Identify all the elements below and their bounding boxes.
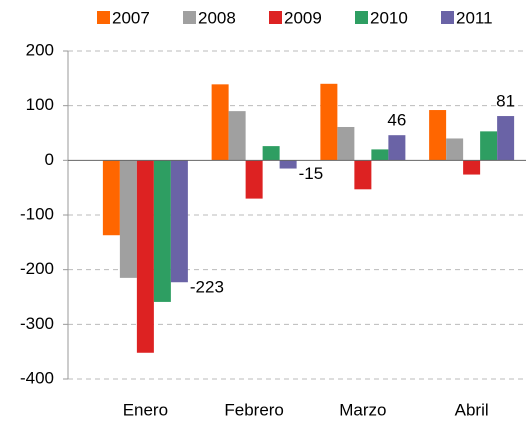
bar: [429, 110, 447, 161]
bar: [354, 160, 372, 190]
bar: [119, 160, 137, 278]
data-label: 46: [387, 111, 406, 130]
y-tick-label: 200: [26, 40, 54, 59]
y-tick-label: 100: [26, 95, 54, 114]
data-label: 81: [496, 92, 515, 111]
bar: [153, 160, 171, 302]
legend-swatch: [269, 11, 282, 24]
legend-swatch: [97, 11, 110, 24]
bar: [320, 83, 338, 161]
legend-label: 2007: [112, 8, 150, 27]
bar: [170, 160, 188, 283]
bar: [463, 160, 481, 175]
bar: [245, 160, 263, 199]
bar: [446, 138, 464, 161]
x-tick-label: Febrero: [224, 400, 284, 419]
legend-label: 2009: [284, 8, 322, 27]
data-label: -223: [190, 278, 224, 297]
x-tick-label: Enero: [123, 400, 168, 419]
bar: [262, 146, 280, 161]
bar: [211, 84, 229, 161]
bar: [497, 116, 515, 161]
bar: [228, 111, 246, 161]
bar: [279, 160, 297, 169]
x-tick-label: Abril: [455, 400, 489, 419]
y-tick-label: -100: [20, 204, 54, 223]
bar: [388, 135, 406, 161]
bar: [136, 160, 154, 353]
bar: [337, 126, 355, 161]
legend-label: 2008: [198, 8, 236, 27]
data-label: -15: [299, 164, 324, 183]
legend-swatch: [183, 11, 196, 24]
bar: [102, 160, 120, 236]
y-tick-label: 0: [45, 150, 54, 169]
legend-swatch: [441, 11, 454, 24]
y-tick-label: -300: [20, 314, 54, 333]
legend-label: 2011: [456, 8, 493, 27]
bar: [480, 131, 498, 161]
legend-swatch: [355, 11, 368, 24]
y-tick-label: -400: [20, 368, 54, 387]
x-tick-label: Marzo: [339, 400, 386, 419]
bar: [371, 149, 389, 161]
y-tick-label: -200: [20, 259, 54, 278]
legend-label: 2010: [370, 8, 408, 27]
